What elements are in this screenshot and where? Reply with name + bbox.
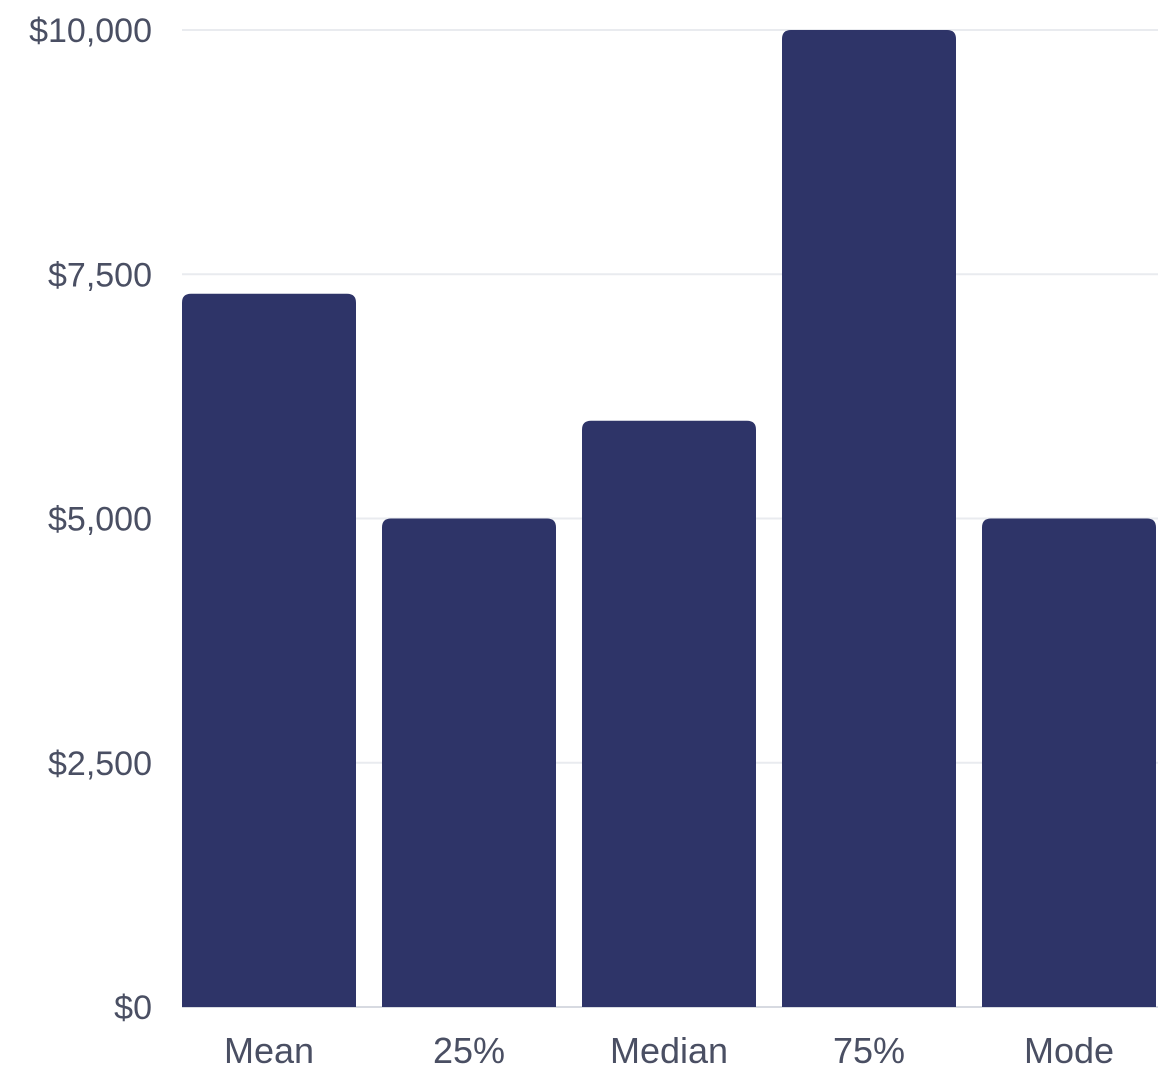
bars: [182, 30, 1156, 1007]
y-tick-label: $10,000: [29, 12, 152, 50]
y-tick-label: $0: [114, 989, 152, 1027]
bar-mean: [182, 293, 356, 1007]
x-category-label: Median: [610, 1030, 728, 1070]
y-tick-label: $7,500: [48, 256, 152, 294]
x-category-label: 75%: [833, 1030, 905, 1070]
bar-25: [382, 518, 556, 1007]
bar-mode: [982, 518, 1156, 1007]
bar-median: [582, 420, 756, 1007]
x-category-label: Mean: [224, 1030, 314, 1070]
x-category-label: Mode: [1024, 1030, 1114, 1070]
y-axis-tick-labels: $0 $2,500 $5,000 $7,500 $10,000: [29, 12, 152, 1027]
x-axis-category-labels: Mean 25% Median 75% Mode: [224, 1030, 1114, 1070]
y-tick-label: $5,000: [48, 501, 152, 539]
x-category-label: 25%: [433, 1030, 505, 1070]
y-tick-label: $2,500: [48, 745, 152, 783]
bar-75: [782, 30, 956, 1007]
